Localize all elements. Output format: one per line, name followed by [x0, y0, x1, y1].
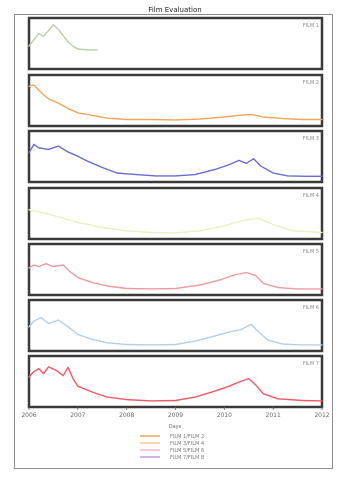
legend-label-3: FILM 5/FILM 6: [170, 448, 204, 454]
legend-label-4: FILM 7/FILM 8: [170, 455, 204, 461]
panel-2: FILM 2: [27, 73, 324, 128]
panel-tag-7: FILM 7: [303, 361, 319, 367]
panel-1: FILM 1: [27, 16, 324, 71]
x-axis-label: Days: [169, 424, 182, 430]
panel-3: FILM 3: [27, 129, 324, 184]
panel-4: FILM 4: [27, 186, 324, 241]
legend-label-1: FILM 1/FILM 2: [170, 434, 204, 440]
panel-6: FILM 6: [27, 298, 324, 353]
series-line-7: [28, 366, 323, 402]
x-tick-label-2012: 2012: [314, 412, 329, 419]
panel-tag-4: FILM 4: [303, 193, 319, 199]
x-tick-label-2009: 2009: [168, 412, 183, 419]
panel-frame-6: [27, 298, 324, 353]
panel-tag-1: FILM 1: [303, 23, 319, 29]
x-tick-label-2011: 2011: [266, 412, 281, 419]
series-line-5: [28, 263, 323, 290]
x-tick-label-2010: 2010: [217, 412, 232, 419]
panel-tag-3: FILM 3: [303, 136, 319, 142]
chart-title: Film Evaluation: [148, 6, 201, 14]
series-line-4: [28, 209, 323, 234]
x-axis-ticks: 2006 2007 2008 2009 2010 2011 2012: [21, 407, 330, 419]
x-tick-label-2006: 2006: [21, 412, 36, 419]
panel-5: FILM 5: [27, 242, 324, 297]
series-line-3: [28, 143, 323, 177]
panel-tag-2: FILM 2: [303, 80, 319, 86]
legend-label-2: FILM 3/FILM 4: [170, 441, 204, 447]
panel-frame-1: [27, 16, 324, 71]
figure-frame: [14, 14, 333, 469]
x-tick-label-2008: 2008: [119, 412, 134, 419]
panel-frame-4: [27, 186, 324, 241]
panels-group: FILM 1 FILM 2 FILM 3 FILM 4 FILM 5 FILM 6 FILM…: [27, 16, 324, 409]
series-line-2: [28, 84, 323, 121]
series-line-1: [28, 24, 99, 51]
x-tick-label-2007: 2007: [70, 412, 85, 419]
panel-tag-6: FILM 6: [303, 305, 319, 311]
panel-tag-5: FILM 5: [303, 249, 319, 255]
panel-7: FILM 7: [27, 354, 324, 409]
series-line-6: [28, 316, 323, 346]
